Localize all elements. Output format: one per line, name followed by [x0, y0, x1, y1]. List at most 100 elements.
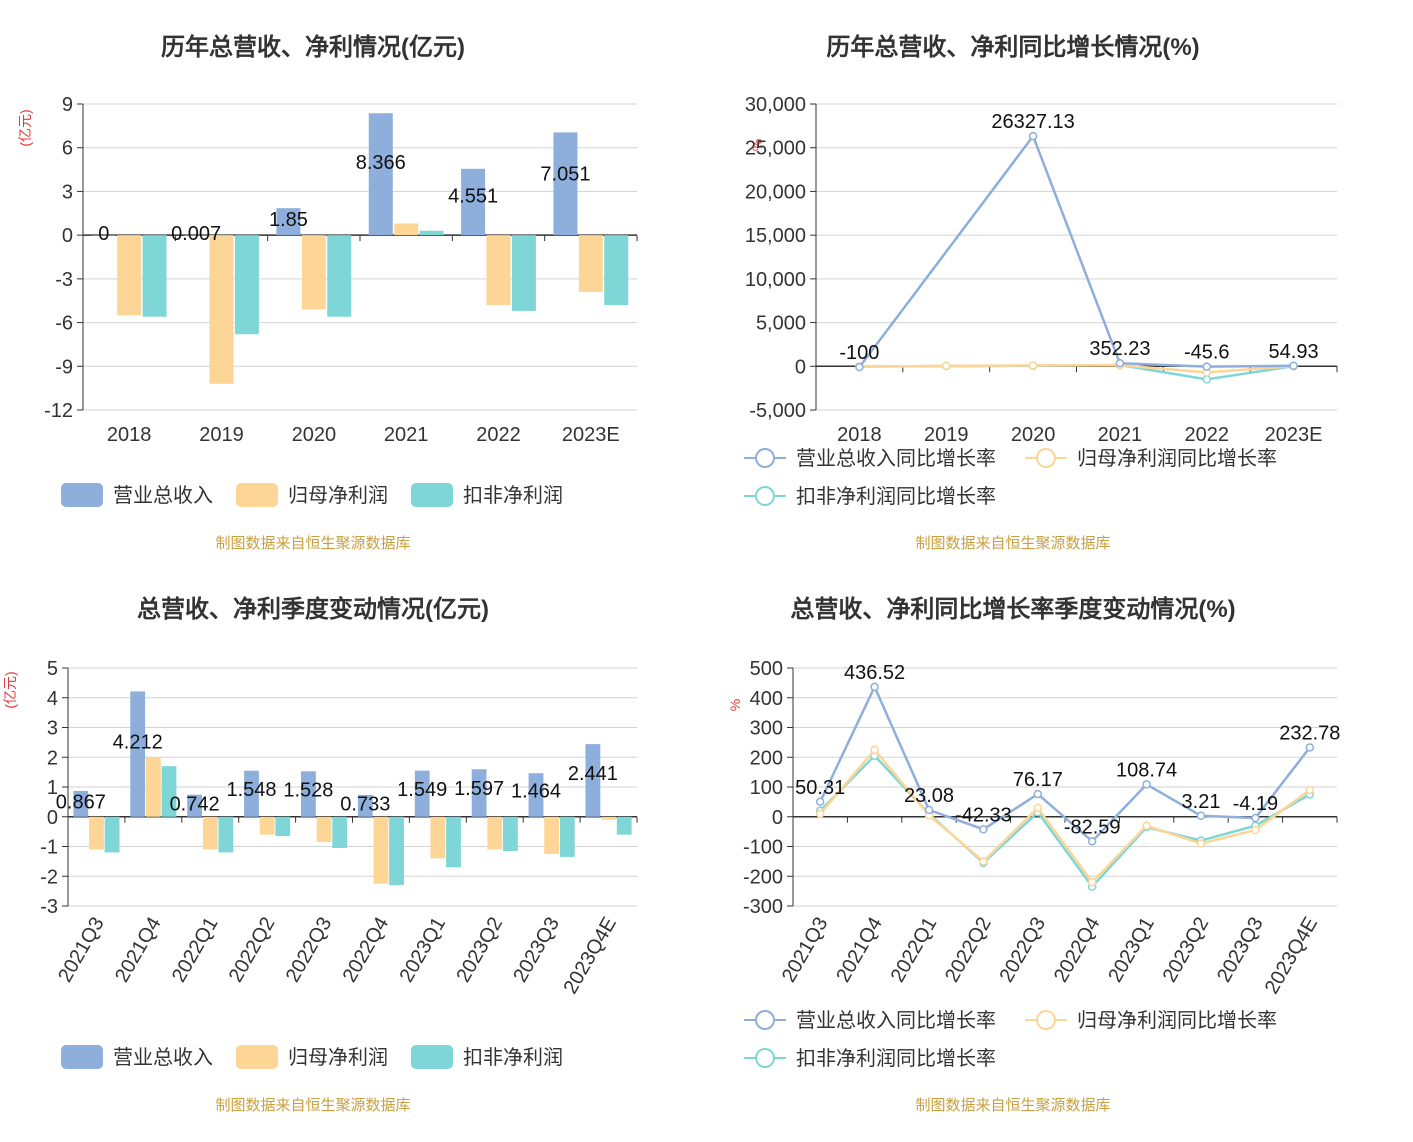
- bar-parent-profit[interactable]: [544, 816, 560, 854]
- legend-item[interactable]: 归母净利润同比增长率: [1025, 1009, 1277, 1032]
- line-point[interactable]: [1202, 375, 1211, 384]
- line-point[interactable]: [1196, 811, 1206, 821]
- bar-parent-profit[interactable]: [373, 816, 389, 884]
- legend-item[interactable]: 扣非净利润同比增长率: [744, 485, 996, 508]
- line-point[interactable]: [1033, 803, 1043, 813]
- line-point[interactable]: [1202, 362, 1211, 371]
- x-tick-label: 2019: [924, 424, 969, 446]
- line-point[interactable]: [979, 857, 988, 866]
- line-point[interactable]: [1251, 813, 1260, 823]
- legend-item[interactable]: 归母净利润同比增长率: [1025, 447, 1277, 470]
- bar-parent-profit[interactable]: [301, 235, 326, 310]
- legend-item[interactable]: 营业总收入: [61, 483, 213, 507]
- line-point[interactable]: [1033, 789, 1043, 799]
- line-point[interactable]: [1087, 877, 1097, 887]
- bar-revenue[interactable]: [585, 744, 601, 817]
- legend-item[interactable]: 归母净利润: [236, 1045, 388, 1069]
- legend-item[interactable]: 营业总收入同比增长率: [744, 1009, 996, 1032]
- line-point[interactable]: [815, 809, 825, 819]
- legend-item[interactable]: 营业总收入: [61, 1045, 213, 1069]
- line-point[interactable]: [942, 361, 951, 371]
- legend-item[interactable]: 扣非净利润: [411, 1045, 563, 1069]
- bar-parent-profit[interactable]: [209, 235, 234, 384]
- bar-revenue[interactable]: [414, 770, 430, 817]
- bar-parent-profit[interactable]: [601, 816, 616, 820]
- legend-item[interactable]: 归母净利润: [236, 483, 388, 507]
- line-point[interactable]: [870, 745, 879, 755]
- bar-revenue[interactable]: [130, 691, 146, 817]
- line-point[interactable]: [1115, 358, 1125, 368]
- bar-revenue[interactable]: [91, 235, 116, 236]
- line-point[interactable]: [1087, 837, 1097, 846]
- bar-deducted-profit[interactable]: [142, 235, 167, 317]
- line-point[interactable]: [979, 825, 988, 834]
- bar-revenue[interactable]: [184, 235, 209, 236]
- line-data-label: -82.59: [1064, 816, 1121, 838]
- bar-parent-profit[interactable]: [430, 816, 446, 859]
- bar-deducted-profit[interactable]: [389, 816, 404, 886]
- line-point[interactable]: [1142, 821, 1151, 830]
- bar-parent-profit[interactable]: [578, 235, 603, 292]
- line-point[interactable]: [855, 362, 864, 372]
- y-tick-label: 0: [62, 225, 73, 247]
- bar-revenue[interactable]: [244, 770, 259, 817]
- bar-deducted-profit[interactable]: [161, 766, 177, 817]
- line-data-label: 3.21: [1182, 791, 1221, 813]
- x-tick-label: 2023Q1: [1104, 914, 1159, 987]
- bar-revenue[interactable]: [276, 208, 301, 236]
- legend-item[interactable]: 营业总收入同比增长率: [744, 447, 996, 470]
- bar-revenue[interactable]: [553, 132, 578, 236]
- line-point[interactable]: [815, 797, 825, 807]
- line-point[interactable]: [924, 805, 934, 815]
- bar-deducted-profit[interactable]: [616, 816, 632, 835]
- bar-revenue[interactable]: [461, 168, 486, 236]
- line-point[interactable]: [1142, 780, 1151, 789]
- bar-deducted-profit[interactable]: [503, 816, 518, 851]
- legend-swatch: [411, 1045, 453, 1069]
- bar-deducted-profit[interactable]: [218, 816, 234, 853]
- line-point[interactable]: [1305, 785, 1315, 795]
- bar-deducted-profit[interactable]: [446, 816, 461, 868]
- bar-deducted-profit[interactable]: [332, 816, 348, 848]
- line-point[interactable]: [1251, 825, 1260, 835]
- bar-parent-profit[interactable]: [316, 816, 332, 843]
- bar-deducted-profit[interactable]: [511, 235, 536, 311]
- bar-parent-profit[interactable]: [487, 816, 503, 850]
- bar-deducted-profit[interactable]: [604, 235, 629, 306]
- bar-deducted-profit[interactable]: [419, 230, 444, 236]
- bar-parent-profit[interactable]: [259, 816, 275, 835]
- x-tick-label: 2022: [476, 424, 521, 446]
- legend-item[interactable]: 扣非净利润: [411, 483, 563, 507]
- bar-deducted-profit[interactable]: [559, 816, 575, 857]
- bar-deducted-profit[interactable]: [327, 235, 352, 317]
- bar-revenue[interactable]: [368, 113, 393, 236]
- bar-revenue[interactable]: [471, 769, 487, 817]
- bar-deducted-profit[interactable]: [104, 816, 120, 853]
- y-tick-label: 500: [750, 658, 783, 680]
- bar-deducted-profit[interactable]: [275, 816, 291, 837]
- line-point[interactable]: [1305, 743, 1315, 752]
- bar-parent-profit[interactable]: [89, 816, 104, 850]
- line-point[interactable]: [1289, 361, 1298, 371]
- bar-deducted-profit[interactable]: [234, 235, 259, 335]
- line-point[interactable]: [1028, 131, 1038, 141]
- bar-parent-profit[interactable]: [145, 757, 161, 817]
- line-point[interactable]: [870, 682, 879, 692]
- bar-revenue[interactable]: [301, 771, 316, 817]
- x-tick-label: 2023Q3: [509, 914, 564, 987]
- line-point[interactable]: [1196, 839, 1206, 848]
- line-data-label: -100: [839, 342, 879, 364]
- bar-parent-profit[interactable]: [202, 816, 218, 850]
- bar-parent-profit[interactable]: [394, 223, 419, 236]
- bar-revenue[interactable]: [357, 794, 373, 817]
- bar-parent-profit[interactable]: [117, 235, 142, 316]
- x-tick-label: 2023E: [1265, 424, 1323, 446]
- legend-item[interactable]: 扣非净利润同比增长率: [744, 1047, 996, 1070]
- bar-revenue[interactable]: [187, 794, 202, 817]
- bar-revenue[interactable]: [528, 773, 544, 817]
- line-point[interactable]: [1028, 361, 1038, 370]
- y-tick-label: 0: [795, 356, 806, 378]
- bar-parent-profit[interactable]: [486, 235, 511, 306]
- bar-revenue[interactable]: [73, 790, 89, 817]
